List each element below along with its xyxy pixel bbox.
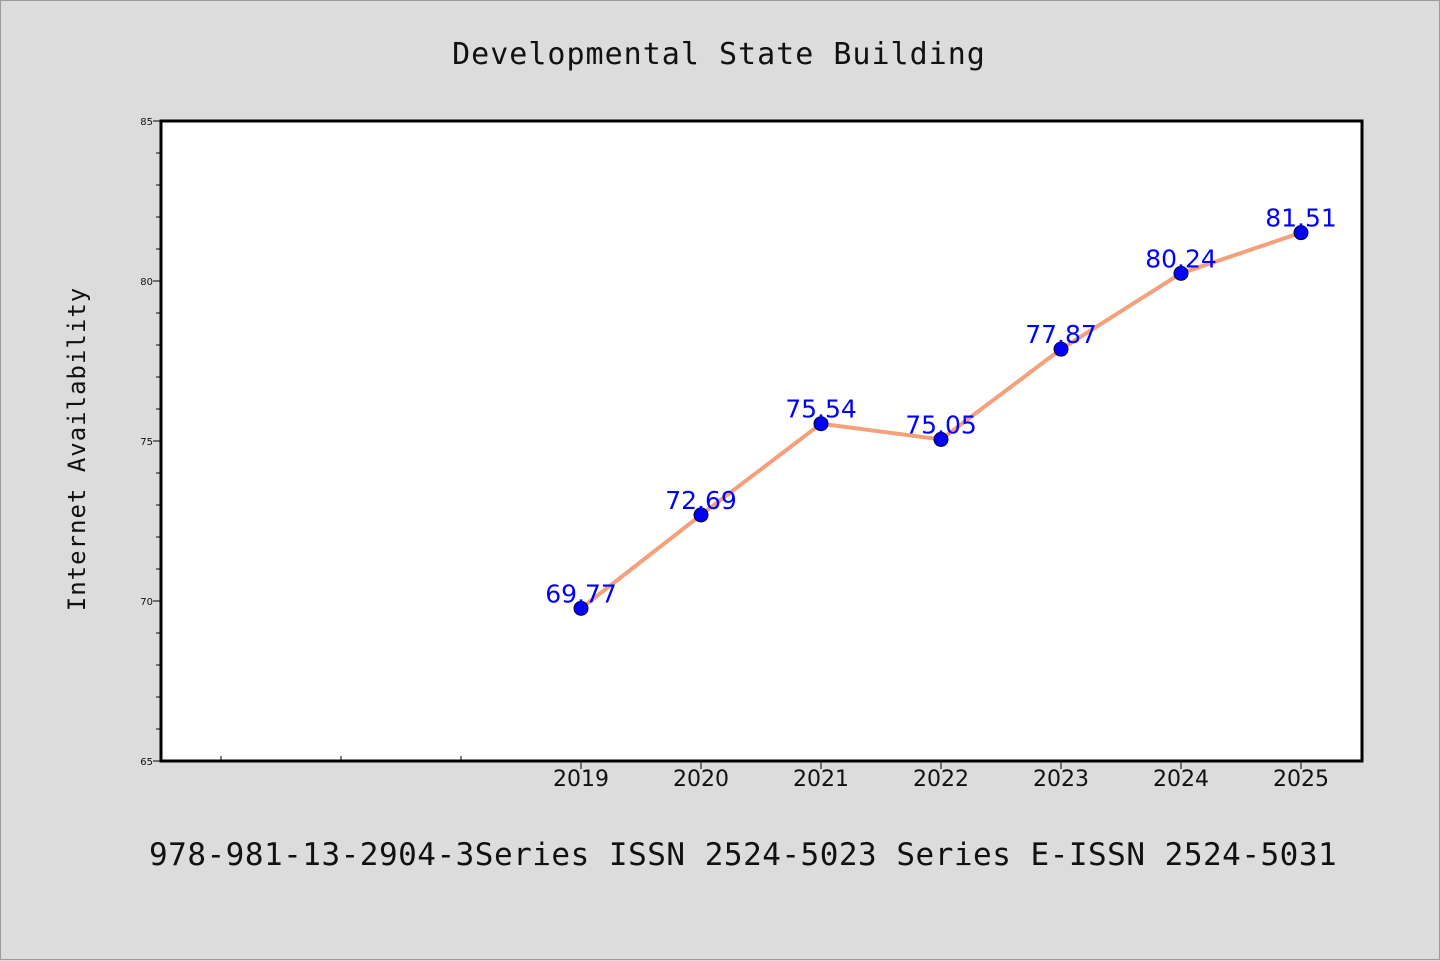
x-tick-label: 2019 (553, 767, 609, 792)
x-axis: 2019 2020 2021 2022 2023 2024 2025 (220, 756, 1329, 792)
data-point (693, 507, 709, 523)
y-tick-label: 70 (140, 597, 153, 608)
chart-title: Developmental State Building (452, 37, 986, 72)
data-point (1293, 225, 1309, 241)
data-label: 72.69 (665, 486, 737, 515)
data-label: 81.51 (1265, 204, 1337, 233)
footer-text: 978-981-13-2904-3Series ISSN 2524-5023 S… (149, 837, 1337, 873)
y-tick-label: 75 (140, 437, 153, 448)
data-label: 69.77 (545, 579, 617, 608)
data-label: 77.87 (1025, 320, 1097, 349)
series-line-group (573, 225, 1309, 616)
data-point (813, 416, 829, 432)
data-point (1053, 341, 1069, 357)
y-tick-label: 85 (140, 117, 153, 128)
data-label: 75.05 (905, 410, 977, 439)
x-tick-label: 2025 (1273, 767, 1329, 792)
data-labels: 69.77 72.69 75.54 75.05 77.87 80.24 81.51 (545, 204, 1337, 609)
y-tick-label: 80 (140, 277, 153, 288)
data-point (573, 600, 589, 616)
data-label: 75.54 (785, 395, 857, 424)
x-tick-label: 2021 (793, 767, 849, 792)
y-axis: 65 70 75 80 85 (140, 117, 161, 768)
y-axis-label: Internet Availability (63, 287, 91, 611)
plot-area (159, 119, 1364, 763)
x-tick-label: 2023 (1033, 767, 1089, 792)
x-tick-label: 2020 (673, 767, 729, 792)
x-tick-label: 2024 (1153, 767, 1209, 792)
data-point (933, 431, 949, 447)
data-label: 80.24 (1145, 244, 1217, 273)
x-tick-label: 2022 (913, 767, 969, 792)
data-point (1173, 265, 1189, 281)
y-tick-label: 65 (140, 757, 153, 768)
